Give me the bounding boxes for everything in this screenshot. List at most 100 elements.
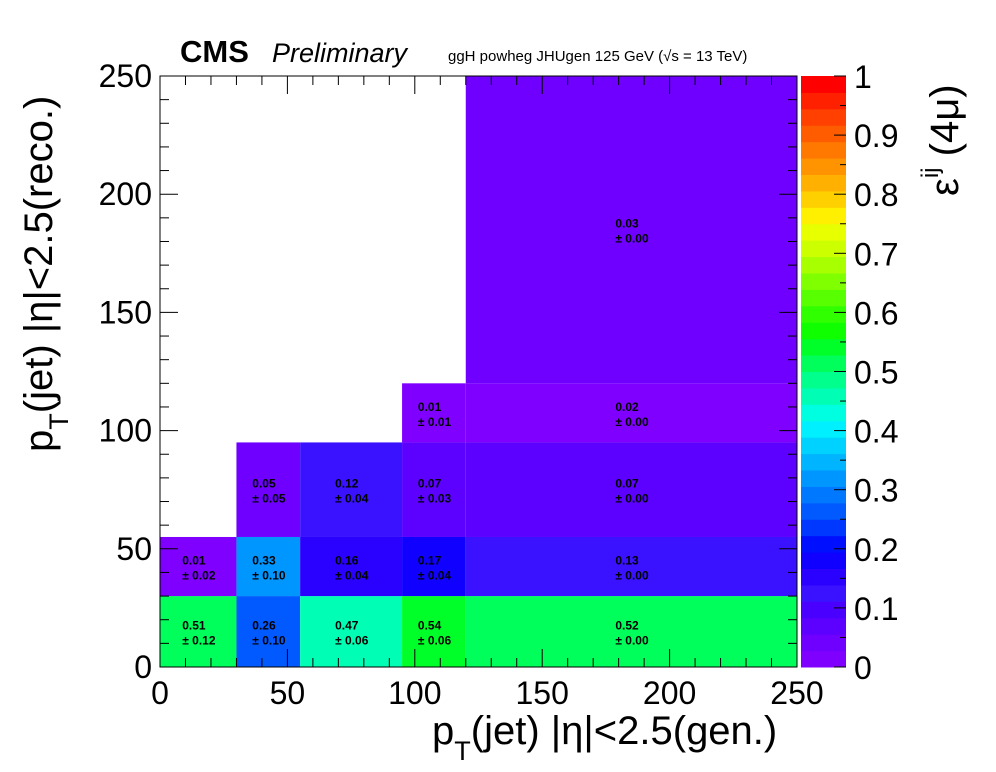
palette-swatch xyxy=(801,289,846,307)
heatmap-cell xyxy=(236,442,301,537)
palette-swatch xyxy=(801,617,846,635)
heatmap-cell xyxy=(236,536,301,597)
cell-value-label: 0.12 xyxy=(335,477,359,491)
heatmap-cell xyxy=(160,596,237,667)
palette-swatch xyxy=(801,207,846,225)
palette-swatch xyxy=(801,404,846,422)
cell-error-label: ± 0.00 xyxy=(615,492,649,506)
color-palette-bar xyxy=(801,75,846,668)
heatmap-cell xyxy=(300,442,403,537)
cell-value-label: 0.17 xyxy=(418,554,442,568)
palette-swatch xyxy=(801,387,846,405)
cell-value-label: 0.52 xyxy=(615,619,639,633)
palette-swatch xyxy=(801,502,846,520)
z-tick-label: 0.2 xyxy=(854,532,898,568)
z-tick-label: 0.5 xyxy=(854,355,898,391)
heatmap-cell xyxy=(465,442,797,537)
z-tick-label: 0.7 xyxy=(854,236,898,272)
cell-error-label: ± 0.05 xyxy=(252,492,286,506)
cell-error-label: ± 0.04 xyxy=(335,492,369,506)
z-tick-label: 0.1 xyxy=(854,591,898,627)
cell-error-label: ± 0.04 xyxy=(335,569,369,583)
cell-error-label: ± 0.12 xyxy=(182,634,216,648)
palette-swatch xyxy=(801,158,846,175)
z-axis-title: εij (4μ) xyxy=(917,84,967,196)
cell-value-label: 0.13 xyxy=(615,554,639,568)
z-tick-label: 0.4 xyxy=(854,414,898,450)
cell-value-label: 0.51 xyxy=(182,619,206,633)
cell-error-label: ± 0.00 xyxy=(615,232,649,246)
x-tick-label: 100 xyxy=(388,675,441,711)
heatmap-cell xyxy=(300,536,403,597)
palette-swatch xyxy=(801,650,846,668)
heatmap-cell xyxy=(160,536,237,597)
heatmap-cell xyxy=(465,76,797,384)
z-tick-label: 0.3 xyxy=(854,473,898,509)
palette-swatch xyxy=(801,76,846,93)
y-axis-title: pT(jet) |η|<2.5(reco.) xyxy=(17,96,74,452)
palette-swatch xyxy=(801,453,846,471)
heatmap-cell xyxy=(465,536,797,597)
cell-value-label: 0.07 xyxy=(615,477,639,491)
palette-swatch xyxy=(801,338,846,356)
y-tick-label: 150 xyxy=(99,294,152,330)
cell-value-label: 0.47 xyxy=(335,619,359,633)
x-axis-title: pT(jet) |η|<2.5(gen.) xyxy=(432,709,777,766)
cell-value-label: 0.54 xyxy=(418,619,442,633)
palette-swatch xyxy=(801,322,846,340)
preliminary-label: Preliminary xyxy=(272,38,409,68)
cell-value-label: 0.26 xyxy=(252,619,276,633)
cell-value-label: 0.01 xyxy=(418,400,442,414)
cell-error-label: ± 0.06 xyxy=(335,634,369,648)
x-tick-label: 50 xyxy=(270,675,306,711)
y-tick-label: 0 xyxy=(134,649,152,685)
cell-value-label: 0.03 xyxy=(615,217,639,231)
z-tick-label: 0.9 xyxy=(854,118,898,154)
heatmap-cell xyxy=(402,383,466,443)
palette-swatch xyxy=(801,141,846,159)
z-tick-labels: 0 0.1 0.2 0.3 0.4 0.5 0.6 0.7 0.8 0.9 1 xyxy=(854,59,898,686)
cell-error-label: ± 0.03 xyxy=(418,492,452,506)
cell-value-label: 0.01 xyxy=(182,554,206,568)
z-tick-label: 0.8 xyxy=(854,177,898,213)
palette-swatch xyxy=(801,552,846,569)
palette-swatch xyxy=(801,420,846,438)
heatmap-cells xyxy=(160,76,797,667)
palette-swatch xyxy=(801,108,846,126)
z-tick-label: 1 xyxy=(854,59,872,95)
x-tick-label: 0 xyxy=(151,675,169,711)
cell-error-label: ± 0.02 xyxy=(182,569,216,583)
z-tick-label: 0.6 xyxy=(854,295,898,331)
process-label: ggH powheg JHUgen 125 GeV (√s = 13 TeV) xyxy=(448,48,747,65)
palette-swatch xyxy=(801,584,846,602)
cms-label: CMS xyxy=(180,34,249,69)
heatmap-cell-labels: 0.51± 0.120.26± 0.100.47± 0.060.54± 0.06… xyxy=(182,217,649,648)
palette-swatch xyxy=(801,519,846,537)
palette-swatch xyxy=(801,174,846,192)
palette-swatch xyxy=(801,256,846,274)
cell-error-label: ± 0.00 xyxy=(615,634,649,648)
cell-value-label: 0.02 xyxy=(615,400,639,414)
palette-swatch xyxy=(801,273,846,290)
y-tick-label: 50 xyxy=(116,531,152,567)
x-tick-label: 250 xyxy=(770,675,823,711)
palette-swatch xyxy=(801,568,846,586)
plot-frame xyxy=(159,75,798,668)
axis-ticks xyxy=(159,75,798,668)
heatmap-cell xyxy=(402,596,466,667)
y-tick-label: 200 xyxy=(99,176,152,212)
palette-swatch xyxy=(801,634,846,652)
heatmap-cell xyxy=(300,596,403,667)
y-tick-labels: 0 50 100 150 200 250 xyxy=(99,58,152,685)
palette-swatch xyxy=(801,470,846,487)
z-tick-label: 0 xyxy=(854,650,872,686)
palette-swatch xyxy=(801,486,846,504)
cell-error-label: ± 0.00 xyxy=(615,569,649,583)
palette-swatch xyxy=(801,371,846,389)
cell-value-label: 0.33 xyxy=(252,554,276,568)
x-tick-labels: 0 50 100 150 200 250 xyxy=(151,675,824,711)
x-tick-label: 200 xyxy=(643,675,696,711)
y-tick-label: 250 xyxy=(99,58,152,94)
cell-error-label: ± 0.10 xyxy=(252,569,286,583)
cell-error-label: ± 0.06 xyxy=(418,634,452,648)
